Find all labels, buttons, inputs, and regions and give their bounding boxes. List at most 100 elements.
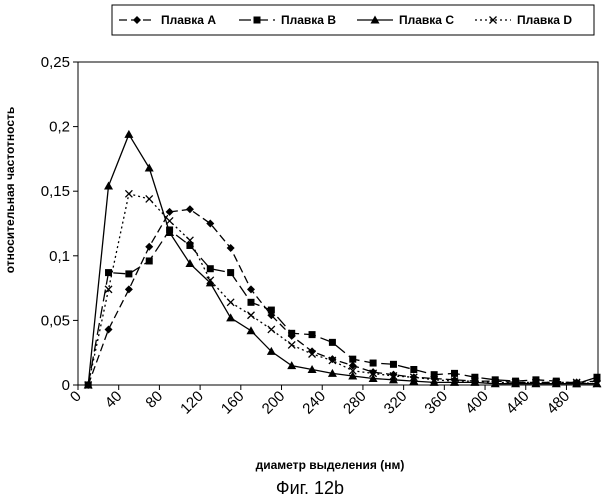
legend-label: Плавка A (161, 13, 216, 27)
x-tick-label: 280 (340, 388, 370, 418)
y-tick-label: 0,15 (41, 183, 70, 200)
data-point (572, 378, 581, 387)
data-point (348, 371, 358, 380)
data-point (369, 369, 378, 378)
x-tick-label: 320 (381, 388, 411, 418)
series-layer (83, 129, 602, 389)
data-point (288, 329, 296, 337)
data-point (125, 270, 133, 278)
legend-entry: Плавка D (475, 13, 572, 27)
data-point (287, 361, 297, 370)
data-point (409, 376, 419, 385)
data-point (186, 241, 194, 249)
data-point (185, 205, 194, 214)
data-point (370, 15, 380, 24)
data-point (593, 379, 601, 388)
data-point (388, 375, 398, 384)
data-point (124, 285, 133, 294)
data-point (226, 298, 235, 307)
data-point (165, 228, 175, 237)
data-point (105, 269, 113, 277)
data-point (430, 375, 439, 384)
data-point (145, 257, 153, 265)
data-point (327, 368, 337, 377)
data-point (450, 377, 459, 386)
data-point (470, 377, 479, 386)
data-point (491, 378, 500, 387)
data-point (308, 350, 317, 358)
data-point (227, 269, 235, 277)
x-tick-label: 160 (218, 388, 248, 418)
data-point (328, 356, 337, 365)
data-point (206, 219, 215, 228)
data-point (389, 370, 398, 379)
data-point (206, 276, 215, 285)
y-tick-label: 0,1 (49, 248, 70, 265)
x-tick-label: 120 (177, 388, 207, 418)
data-point (145, 242, 154, 251)
data-point (308, 347, 317, 356)
data-point (246, 326, 256, 335)
x-tick-label: 0 (67, 388, 85, 406)
series-line (87, 229, 598, 386)
x-tick-label: 360 (421, 388, 451, 418)
data-point (124, 189, 133, 198)
data-point (206, 265, 214, 273)
data-point (267, 306, 275, 314)
plot-area (77, 61, 599, 386)
data-point (165, 216, 174, 225)
series-line (87, 132, 597, 386)
data-point (368, 374, 378, 383)
data-point (369, 359, 377, 367)
legend-frame (111, 4, 595, 36)
data-point (429, 377, 439, 386)
data-point (133, 16, 141, 24)
data-point (104, 181, 114, 190)
data-point (308, 331, 316, 339)
data-point (266, 346, 276, 355)
y-axis: 0 0,05 0,1 0,15 0,2 0,25 (41, 54, 78, 394)
data-point (247, 311, 255, 320)
y-tick-label: 0,2 (49, 119, 70, 136)
data-point (104, 325, 113, 334)
x-tick-label: 80 (142, 388, 166, 412)
data-point (369, 368, 378, 377)
legend-entry: Плавка B (239, 13, 336, 27)
x-axis-title: диаметр выделения (нм) (256, 458, 405, 472)
data-point (328, 338, 336, 346)
x-axis: 0 40 80 120 160 200 240 280 320 360 400 440 480 (67, 385, 573, 418)
data-point (267, 325, 276, 334)
legend-label: Плавка D (517, 13, 572, 27)
data-point (409, 373, 418, 382)
data-point (165, 207, 174, 216)
data-point (307, 364, 317, 373)
data-point (430, 371, 438, 379)
data-point (349, 355, 357, 363)
y-tick-label: 0,25 (41, 54, 70, 71)
y-axis-title: относительная частотность (3, 107, 17, 273)
data-point (104, 285, 113, 294)
data-point (389, 371, 398, 380)
x-tick-label: 480 (544, 388, 574, 418)
data-point (246, 285, 255, 294)
x-tick-label: 400 (462, 388, 492, 418)
x-tick-label: 40 (102, 388, 126, 412)
legend-entry: Плавка A (119, 13, 216, 27)
figure-caption: Фиг. 12b (276, 478, 344, 498)
y-tick-label: 0,05 (41, 312, 70, 329)
y-tick-label: 0 (62, 377, 70, 394)
data-point (531, 378, 540, 387)
legend-label: Плавка B (281, 13, 336, 27)
data-point (389, 360, 397, 368)
series-d (84, 189, 601, 389)
legend: Плавка A Плавка B Плавка C Плавка D (111, 4, 595, 36)
data-point (144, 163, 154, 172)
data-point (185, 236, 194, 245)
x-tick-label: 200 (259, 388, 289, 418)
data-point (205, 278, 215, 287)
data-point (511, 378, 520, 387)
data-point (253, 16, 261, 24)
data-point (84, 381, 93, 389)
